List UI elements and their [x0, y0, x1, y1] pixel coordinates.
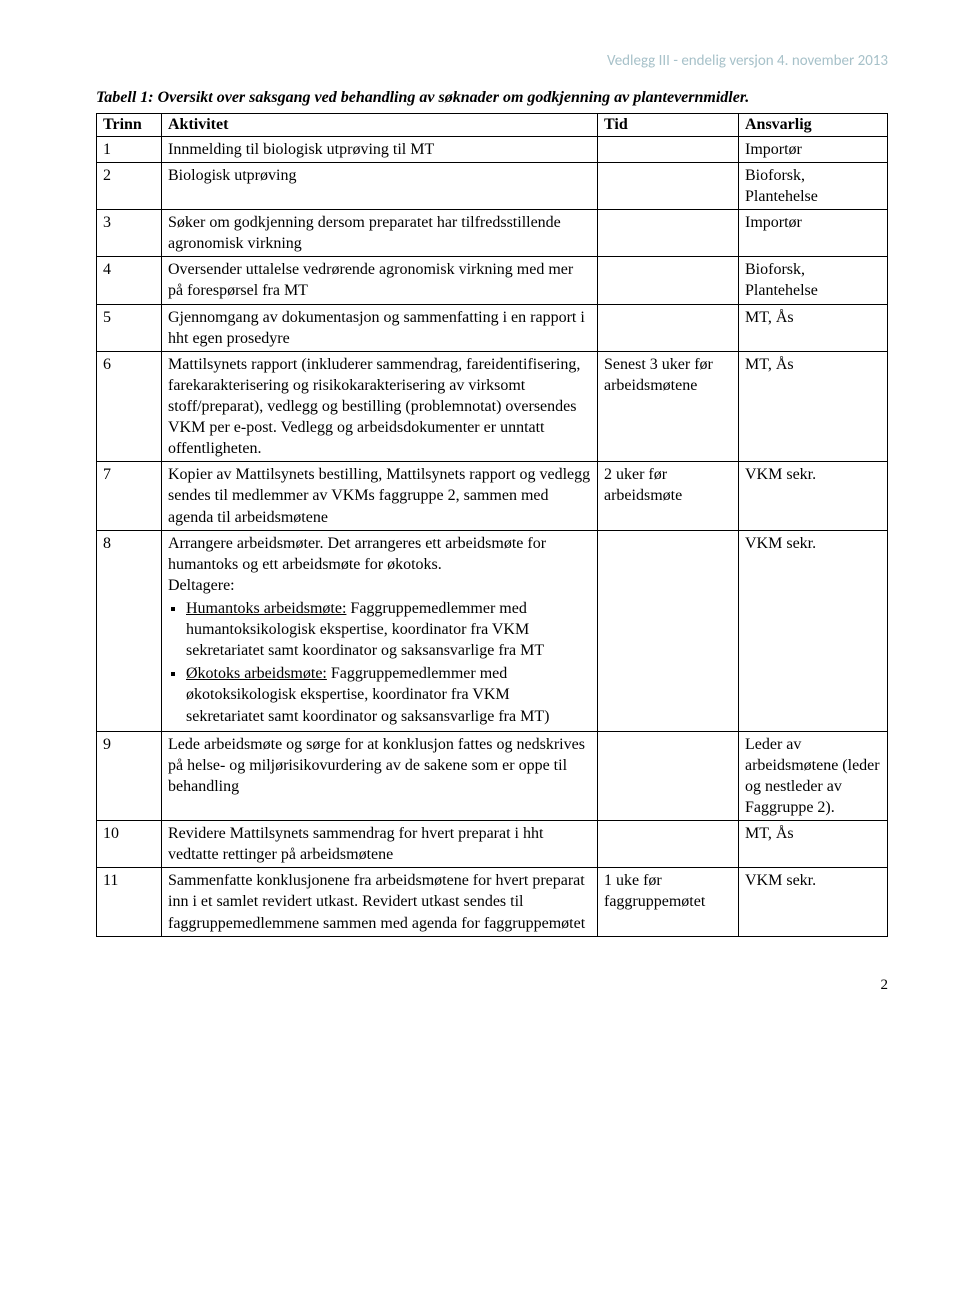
- table-row: 9 Lede arbeidsmøte og sørge for at konkl…: [97, 731, 888, 820]
- page-number: 2: [96, 977, 888, 994]
- table-row: 1 Innmelding til biologisk utprøving til…: [97, 136, 888, 162]
- cell-trinn: 3: [97, 210, 162, 257]
- table-row: 7 Kopier av Mattilsynets bestilling, Mat…: [97, 462, 888, 530]
- cell-ansvarlig: VKM sekr.: [739, 462, 888, 530]
- table-row: 5 Gjennomgang av dokumentasjon og sammen…: [97, 304, 888, 351]
- cell-aktivitet: Revidere Mattilsynets sammendrag for hve…: [162, 821, 598, 868]
- cell-ansvarlig: MT, Ås: [739, 821, 888, 868]
- cell-aktivitet: Gjennomgang av dokumentasjon og sammenfa…: [162, 304, 598, 351]
- cell-ansvarlig: VKM sekr.: [739, 530, 888, 731]
- saksgang-table: Trinn Aktivitet Tid Ansvarlig 1 Innmeldi…: [96, 113, 888, 937]
- cell-trinn: 4: [97, 257, 162, 304]
- cell-tid: [598, 821, 739, 868]
- cell-trinn: 8: [97, 530, 162, 731]
- cell-trinn: 11: [97, 868, 162, 936]
- cell-tid: [598, 304, 739, 351]
- cell-aktivitet: Innmelding til biologisk utprøving til M…: [162, 136, 598, 162]
- cell-aktivitet: Lede arbeidsmøte og sørge for at konklus…: [162, 731, 598, 820]
- cell-ansvarlig: MT, Ås: [739, 351, 888, 462]
- cell-ansvarlig: Bioforsk, Plantehelse: [739, 162, 888, 209]
- col-header-ansvarlig: Ansvarlig: [739, 113, 888, 136]
- table-row: 11 Sammenfatte konklusjonene fra arbeids…: [97, 868, 888, 936]
- cell-ansvarlig: MT, Ås: [739, 304, 888, 351]
- cell-ansvarlig: Leder av arbeidsmøtene (leder og nestled…: [739, 731, 888, 820]
- cell-tid: [598, 530, 739, 731]
- cell-aktivitet: Sammenfatte konklusjonene fra arbeidsmøt…: [162, 868, 598, 936]
- table-header-row: Trinn Aktivitet Tid Ansvarlig: [97, 113, 888, 136]
- table-caption: Tabell 1: Oversikt over saksgang ved beh…: [96, 88, 888, 109]
- cell-aktivitet: Søker om godkjenning dersom preparatet h…: [162, 210, 598, 257]
- cell-tid: [598, 257, 739, 304]
- cell-tid: [598, 162, 739, 209]
- cell-tid: 1 uke før faggruppemøtet: [598, 868, 739, 936]
- cell-tid: [598, 731, 739, 820]
- r8-bullet-humantoks: Humantoks arbeidsmøte: Faggruppemedlemme…: [186, 598, 591, 661]
- r8-deltagere-label: Deltagere:: [168, 577, 235, 594]
- cell-aktivitet: Biologisk utprøving: [162, 162, 598, 209]
- cell-aktivitet: Kopier av Mattilsynets bestilling, Matti…: [162, 462, 598, 530]
- table-row: 10 Revidere Mattilsynets sammendrag for …: [97, 821, 888, 868]
- cell-ansvarlig: VKM sekr.: [739, 868, 888, 936]
- cell-trinn: 5: [97, 304, 162, 351]
- cell-trinn: 10: [97, 821, 162, 868]
- table-row: 2 Biologisk utprøving Bioforsk, Plantehe…: [97, 162, 888, 209]
- cell-tid: [598, 210, 739, 257]
- cell-aktivitet: Arrangere arbeidsmøter. Det arrangeres e…: [162, 530, 598, 731]
- table-row: 4 Oversender uttalelse vedrørende agrono…: [97, 257, 888, 304]
- cell-trinn: 7: [97, 462, 162, 530]
- cell-tid: Senest 3 uker før arbeidsmøtene: [598, 351, 739, 462]
- cell-aktivitet: Mattilsynets rapport (inkluderer sammend…: [162, 351, 598, 462]
- r8-b1-underline: Humantoks arbeidsmøte:: [186, 600, 346, 617]
- cell-aktivitet: Oversender uttalelse vedrørende agronomi…: [162, 257, 598, 304]
- col-header-tid: Tid: [598, 113, 739, 136]
- table-row: 3 Søker om godkjenning dersom preparatet…: [97, 210, 888, 257]
- r8-b2-underline: Økotoks arbeidsmøte:: [186, 665, 327, 682]
- cell-tid: 2 uker før arbeidsmøte: [598, 462, 739, 530]
- cell-trinn: 6: [97, 351, 162, 462]
- cell-ansvarlig: Importør: [739, 136, 888, 162]
- r8-bullets: Humantoks arbeidsmøte: Faggruppemedlemme…: [186, 598, 591, 727]
- cell-tid: [598, 136, 739, 162]
- cell-trinn: 2: [97, 162, 162, 209]
- col-header-aktivitet: Aktivitet: [162, 113, 598, 136]
- table-row: 6 Mattilsynets rapport (inkluderer samme…: [97, 351, 888, 462]
- cell-trinn: 1: [97, 136, 162, 162]
- cell-ansvarlig: Importør: [739, 210, 888, 257]
- cell-trinn: 9: [97, 731, 162, 820]
- table-row: 8 Arrangere arbeidsmøter. Det arrangeres…: [97, 530, 888, 731]
- r8-bullet-okotoks: Økotoks arbeidsmøte: Faggruppemedlemmer …: [186, 663, 591, 726]
- col-header-trinn: Trinn: [97, 113, 162, 136]
- header-note: Vedlegg III - endelig versjon 4. novembe…: [96, 52, 888, 70]
- r8-intro: Arrangere arbeidsmøter. Det arrangeres e…: [168, 535, 546, 573]
- cell-ansvarlig: Bioforsk, Plantehelse: [739, 257, 888, 304]
